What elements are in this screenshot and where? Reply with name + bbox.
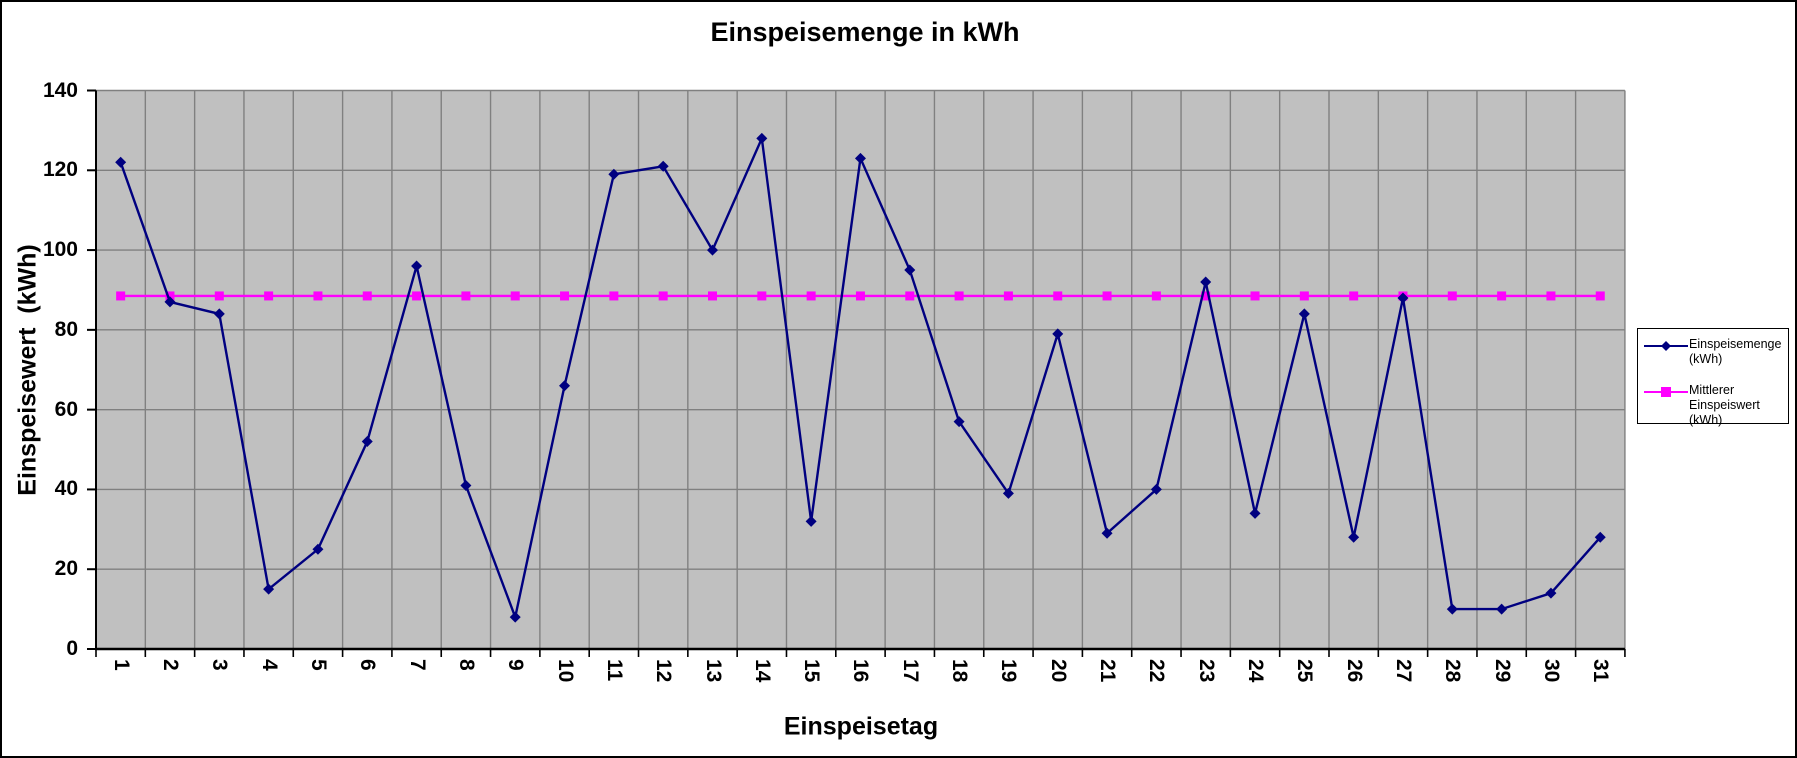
x-tick-label: 19: [997, 659, 1021, 683]
x-tick-label: 5: [306, 659, 330, 671]
y-tick-label: 20: [54, 557, 78, 581]
x-tick-label: 6: [356, 659, 380, 671]
x-tick-label: 21: [1096, 659, 1120, 683]
x-tick-label: 25: [1293, 659, 1317, 683]
y-tick-label: 120: [42, 158, 78, 182]
x-tick-label: 18: [948, 659, 972, 683]
y-tick-label: 140: [42, 78, 78, 102]
y-tick-label: 100: [42, 238, 78, 262]
legend-line-square-icon: [1644, 387, 1688, 397]
x-tick-label: 7: [405, 659, 429, 671]
x-tick-label: 8: [454, 659, 478, 671]
legend-item-einspeisemenge: Einspeisemenge (kWh): [1643, 337, 1784, 367]
chart-title: Einspeisemenge in kWh: [710, 17, 1020, 47]
x-tick-label: 2: [158, 659, 182, 671]
x-tick-label: 30: [1539, 659, 1563, 683]
y-tick-label: 40: [54, 477, 78, 501]
x-tick-label: 12: [652, 659, 676, 683]
y-tick-label: 60: [54, 397, 78, 421]
legend: Einspeisemenge (kWh) Mittlerer Einspeisw…: [1637, 328, 1789, 427]
x-tick-label: 13: [701, 659, 725, 683]
legend-label: Einspeisemenge (kWh): [1689, 337, 1782, 366]
x-axis-title: Einspeisetag: [783, 712, 939, 741]
legend-line-diamond-icon: [1644, 341, 1688, 351]
x-tick-label: 11: [602, 659, 626, 682]
x-tick-label: 4: [257, 659, 281, 671]
x-tick-label: 15: [800, 659, 824, 683]
x-tick-label: 16: [849, 659, 873, 683]
y-axis-title: Einspeisewert (kWh): [13, 244, 42, 496]
y-tick-label: 80: [54, 317, 78, 341]
x-tick-label: 20: [1046, 659, 1070, 683]
x-tick-label: 31: [1589, 659, 1613, 683]
x-tick-label: 23: [1194, 659, 1218, 683]
x-tick-label: 24: [1244, 659, 1268, 683]
x-tick-label: 26: [1342, 659, 1366, 683]
legend-item-mittlerer-einspeiswert: Mittlerer Einspeiswert (kWh): [1643, 383, 1784, 428]
x-tick-label: 14: [750, 659, 774, 683]
x-tick-label: 17: [898, 659, 922, 683]
legend-label: Mittlerer Einspeiswert (kWh): [1689, 383, 1760, 427]
y-tick-label: 0: [66, 637, 78, 660]
x-tick-label: 22: [1145, 659, 1169, 683]
x-tick-label: 3: [208, 659, 232, 671]
x-tick-label: 29: [1490, 659, 1514, 683]
x-tick-label: 1: [109, 659, 133, 671]
x-tick-label: 10: [553, 659, 577, 683]
x-tick-label: 9: [504, 659, 528, 671]
x-tick-label: 27: [1391, 659, 1415, 683]
x-tick-label: 28: [1441, 659, 1465, 683]
